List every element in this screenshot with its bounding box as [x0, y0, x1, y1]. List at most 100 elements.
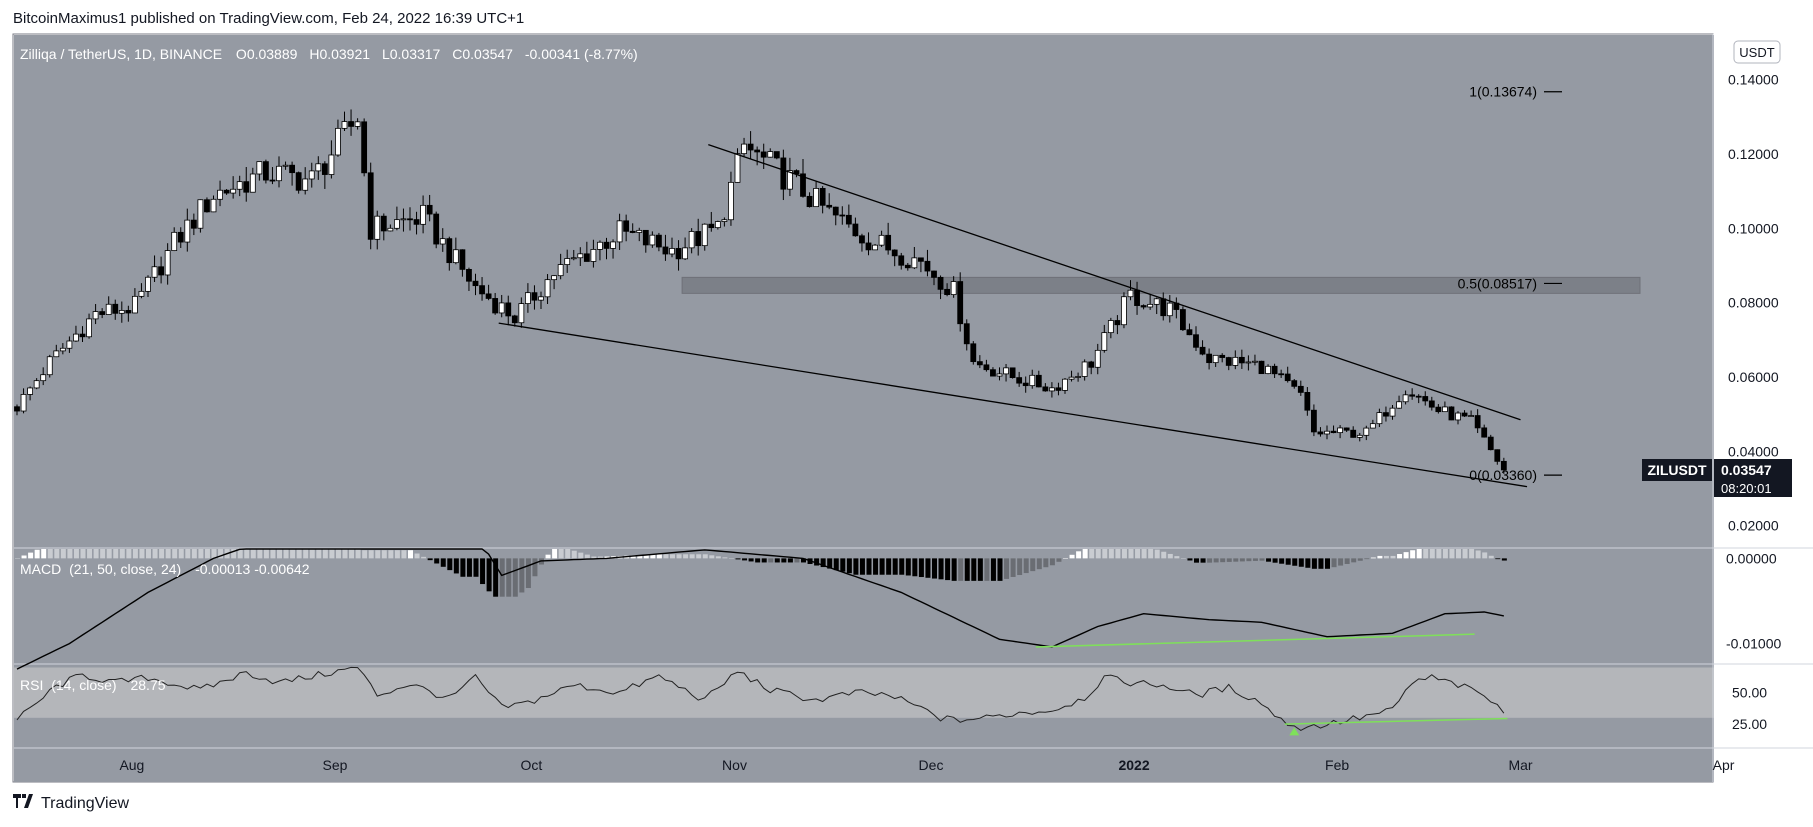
- rsi-line[interactable]: [16, 666, 1505, 731]
- candle-body: [1022, 382, 1029, 387]
- macd-histogram-bar: [408, 550, 413, 559]
- candle: [656, 232, 662, 252]
- candle: [1311, 404, 1317, 437]
- rsi-divergence-line[interactable]: [1284, 717, 1508, 725]
- macd-histogram-bar: [591, 556, 597, 559]
- macd-histogram-bar: [781, 558, 787, 563]
- candle: [210, 195, 217, 213]
- time-axis-tick: 2022: [1118, 757, 1149, 773]
- macd-histogram-bar: [447, 558, 453, 571]
- candle-body: [328, 154, 335, 175]
- macd-histogram-bar: [866, 558, 872, 575]
- candle: [1500, 457, 1507, 474]
- candle: [741, 137, 747, 157]
- candle-body: [1369, 423, 1376, 429]
- candle-body: [1245, 361, 1252, 364]
- candle: [197, 199, 204, 233]
- candle-body: [420, 204, 427, 225]
- macd-histogram-bar: [1397, 554, 1403, 559]
- candle-body: [335, 127, 341, 156]
- candle: [1107, 317, 1114, 339]
- candle-body: [1363, 427, 1370, 436]
- candle: [1042, 383, 1049, 392]
- candle-body: [1134, 289, 1140, 306]
- candle-body: [1049, 387, 1055, 392]
- macd-histogram-bar: [1089, 549, 1095, 559]
- candle-body: [898, 255, 905, 266]
- currency-badge[interactable]: [1733, 40, 1781, 64]
- candle-body: [1016, 377, 1023, 384]
- candle-body: [996, 373, 1003, 377]
- macd-histogram-bar: [1115, 549, 1121, 559]
- wedge-resistance-line[interactable]: [708, 144, 1521, 421]
- candle: [1409, 388, 1416, 400]
- candle: [1075, 372, 1081, 382]
- candle-body: [505, 302, 512, 317]
- symbol-title[interactable]: Zilliqa / TetherUS, 1D, BINANCE: [20, 46, 222, 62]
- candle-body: [616, 220, 623, 243]
- macd-divergence-line[interactable]: [1035, 633, 1475, 648]
- candle: [721, 217, 728, 227]
- macd-label[interactable]: MACD: [20, 561, 61, 577]
- macd-histogram-bar: [1148, 549, 1154, 559]
- candle: [583, 241, 590, 262]
- close-label: C: [452, 46, 462, 62]
- macd-histogram-bar: [394, 550, 400, 559]
- macd-line[interactable]: [16, 548, 1504, 670]
- candle-body: [787, 170, 793, 190]
- candle-body: [1009, 367, 1016, 378]
- candle: [20, 388, 27, 414]
- macd-histogram-bar: [1305, 558, 1311, 568]
- candle-body: [1442, 406, 1448, 413]
- macd-histogram-bar: [375, 550, 381, 559]
- macd-histogram-bar: [827, 558, 833, 569]
- macd-histogram-bar: [198, 549, 204, 559]
- candle-body: [728, 181, 734, 221]
- candle-body: [1265, 365, 1271, 375]
- macd-histogram-bar: [191, 549, 197, 559]
- fib-level-label: 0.5(0.08517): [1458, 275, 1537, 291]
- candle-body: [1166, 302, 1173, 317]
- candle-body: [852, 223, 859, 237]
- candle: [832, 206, 839, 226]
- candle: [813, 181, 819, 208]
- macd-histogram-bar: [493, 558, 499, 597]
- candle-body: [1402, 394, 1409, 403]
- candle-body: [944, 288, 950, 295]
- macd-histogram-bar: [427, 558, 433, 561]
- time-axis[interactable]: [14, 748, 1714, 782]
- candle: [675, 240, 682, 271]
- candle: [118, 301, 125, 323]
- ticker-label: ZILUSDT: [1647, 462, 1707, 478]
- macd-histogram-bar: [702, 554, 708, 559]
- rsi-axis-tick: 25.00: [1732, 716, 1767, 732]
- macd-histogram-bar: [237, 549, 243, 559]
- time-axis-tick: Mar: [1508, 757, 1532, 773]
- candle-body: [59, 347, 66, 352]
- candle: [73, 325, 79, 342]
- macd-histogram-bar: [93, 549, 99, 559]
- candle-body: [1396, 401, 1402, 409]
- candle-body: [1206, 353, 1212, 364]
- footer-brand[interactable]: TradingView: [13, 794, 129, 813]
- macd-histogram-bar: [270, 549, 276, 559]
- candle-body: [1153, 298, 1160, 305]
- candle-body: [649, 234, 656, 246]
- candle-body: [243, 181, 250, 193]
- candle-body: [1199, 346, 1206, 355]
- candle: [1219, 353, 1226, 363]
- candle-body: [1337, 427, 1343, 434]
- candle-body: [1160, 298, 1167, 317]
- candle: [112, 299, 119, 320]
- last-price-badge: [1714, 459, 1792, 497]
- price-axis-tick: 0.04000: [1728, 443, 1779, 459]
- macd-histogram-bar: [1390, 555, 1396, 559]
- candle: [328, 140, 335, 179]
- candle-body: [839, 214, 846, 217]
- wedge-support-line[interactable]: [498, 322, 1528, 488]
- candle-body: [1101, 332, 1108, 351]
- rsi-value: 28.75: [130, 677, 165, 693]
- rsi-label[interactable]: RSI: [20, 677, 43, 693]
- candle-body: [1042, 386, 1049, 392]
